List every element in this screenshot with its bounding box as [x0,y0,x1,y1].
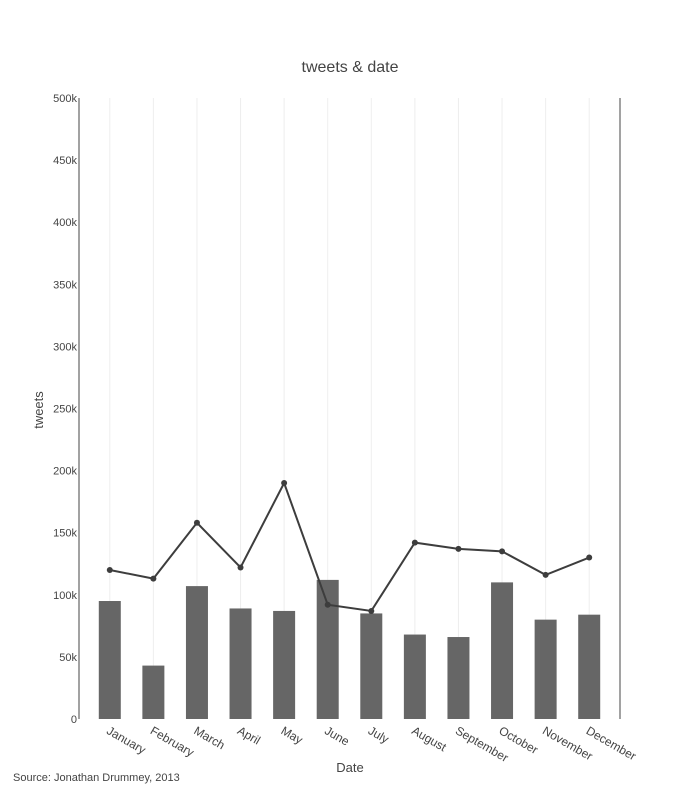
line-point [150,575,157,582]
source-note: Source: Jonathan Drummey, 2013 [13,772,180,784]
line-point [368,607,375,614]
bar [229,608,252,719]
bar [578,614,601,719]
y-axis-title: tweets [31,391,46,429]
grid [109,98,590,719]
line-point [586,554,593,561]
line-point [237,564,244,571]
x-tick-label: December [584,723,639,763]
y-axis-ticks: 0 50k 100k 150k 200k 250k 300k 350k 400k 450k 500k [53,93,77,726]
line-point [281,480,288,487]
x-axis-title: Date [336,760,363,775]
y-tick-label: 400k [53,217,77,229]
y-tick-label: 50k [59,652,77,664]
line-point [411,539,418,546]
x-tick-label: May [279,723,306,746]
bar [185,586,208,719]
y-tick-label: 450k [53,155,77,167]
y-tick-label: 200k [53,466,77,478]
line-path [109,480,590,613]
x-tick-label: January [104,723,148,756]
line-point [193,519,200,526]
bar [403,634,426,719]
line-point [455,545,462,552]
bar [98,601,121,719]
line-point [542,571,549,578]
bar-series [98,579,601,719]
y-tick-label: 350k [53,279,77,291]
x-tick-label: February [148,723,197,759]
x-tick-label: March [191,723,227,752]
chart-title: tweets & date [302,59,399,76]
y-tick-label: 500k [53,93,77,105]
bar [447,637,470,719]
y-tick-label: 0 [71,714,77,726]
y-tick-label: 250k [53,404,77,416]
x-tick-label: April [235,723,263,747]
bar [142,665,165,719]
line-point [324,601,331,608]
y-tick-label: 100k [53,590,77,602]
line-series [106,480,593,614]
bar [273,610,296,719]
line-point [106,566,113,573]
y-tick-label: 150k [53,528,77,540]
bar [534,619,557,719]
y-tick-label: 300k [53,341,77,353]
bar [360,613,383,719]
x-tick-label: July [366,723,391,746]
line-point [499,548,506,555]
x-tick-label: June [322,723,352,748]
bar [491,582,514,719]
bar [316,579,339,719]
x-tick-label: August [409,723,449,754]
